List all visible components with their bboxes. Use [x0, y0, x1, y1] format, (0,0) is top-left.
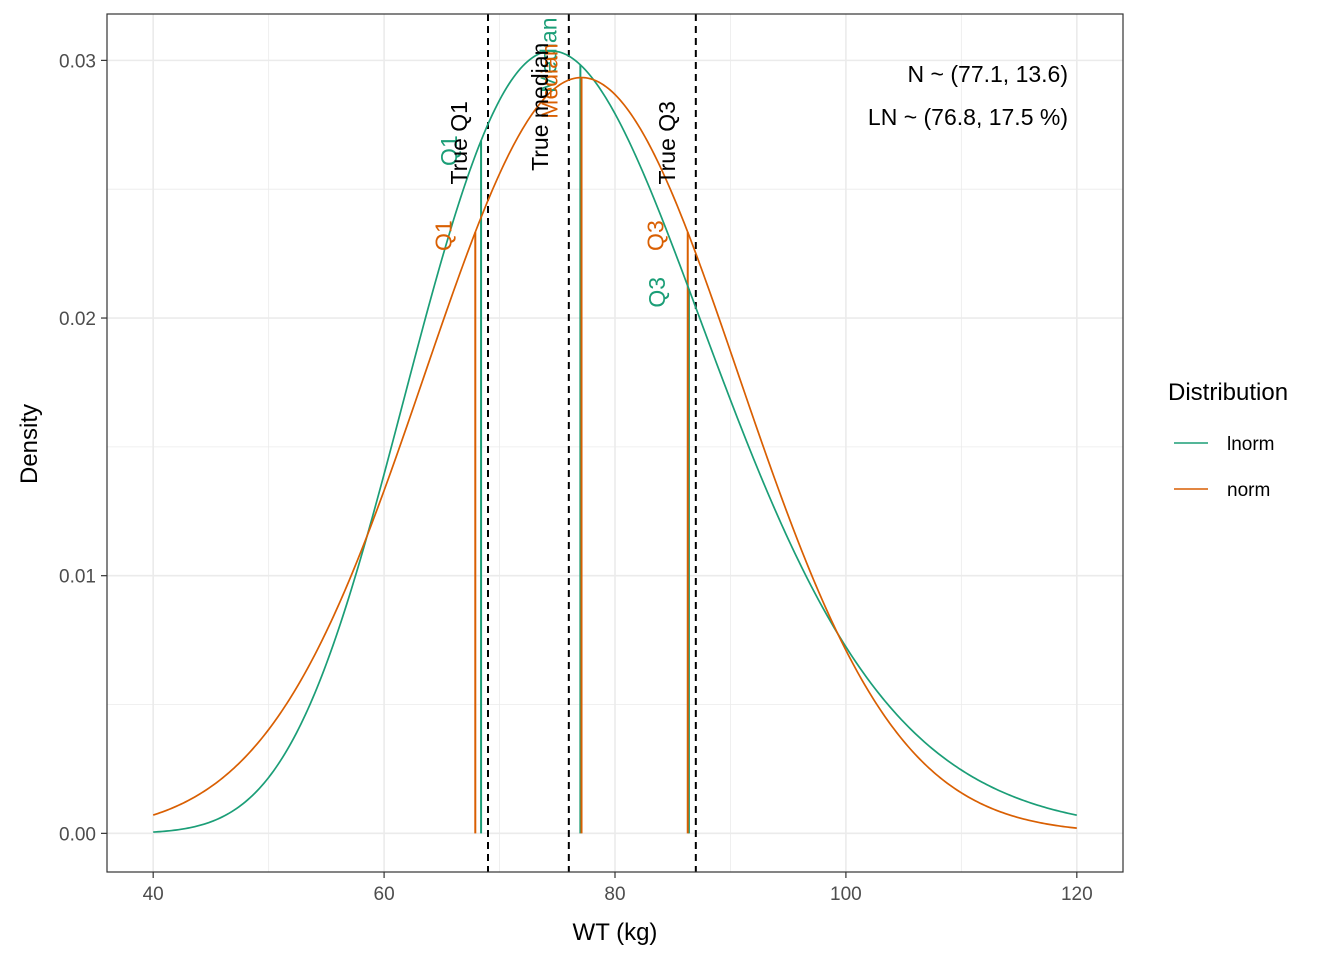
- y-tick-label: 0.03: [59, 51, 96, 72]
- y-tick-label: 0.01: [59, 567, 96, 588]
- legend-label-lnorm: lnorm: [1227, 434, 1275, 455]
- y-axis-title: Density: [16, 404, 43, 484]
- quantile-labels: Q1 Median Q3 Q1 Median Q3: [430, 17, 670, 307]
- quantile-label-norm: Q3: [643, 220, 669, 251]
- quantile-label-lnorm: Q3: [644, 277, 670, 308]
- x-tick-label: 100: [830, 884, 862, 905]
- density-curve-lnorm: [153, 50, 1077, 833]
- quantile-lines: [474, 64, 690, 834]
- x-tick-label: 120: [1061, 884, 1093, 905]
- quantile-label-lnorm: Q1: [436, 135, 462, 166]
- x-tick-label: 60: [374, 884, 395, 905]
- reference-label: True Q3: [654, 101, 680, 185]
- legend: Distribution lnorm norm: [1168, 379, 1288, 501]
- x-axis: 40 60 80 100 120: [143, 872, 1093, 905]
- quantile-label-norm: Q1: [430, 220, 456, 251]
- reference-label: True median: [527, 43, 553, 171]
- x-tick-label: 40: [143, 884, 164, 905]
- density-curve-norm: [152, 76, 1077, 829]
- grid: [107, 14, 1123, 872]
- annotations: N ~ (77.1, 13.6) LN ~ (76.8, 17.5 %): [868, 61, 1068, 130]
- annotation-normal-params: N ~ (77.1, 13.6): [908, 61, 1068, 87]
- annotation-lognormal-params: LN ~ (76.8, 17.5 %): [868, 104, 1068, 130]
- y-tick-label: 0.00: [59, 824, 96, 845]
- reference-label: True Q1: [446, 101, 472, 185]
- legend-title: Distribution: [1168, 379, 1288, 406]
- quantile-label-norm: Median: [537, 43, 563, 118]
- x-axis-title: WT (kg): [573, 919, 658, 946]
- y-axis: 0.00 0.01 0.02 0.03: [59, 51, 107, 845]
- legend-label-norm: norm: [1227, 480, 1270, 501]
- y-tick-label: 0.02: [59, 309, 96, 330]
- reference-lines: [487, 14, 697, 872]
- x-tick-label: 80: [604, 884, 625, 905]
- reference-labels: True Q1 True median True Q3: [446, 43, 680, 185]
- density-curves: [152, 50, 1077, 833]
- quantile-label-lnorm: Median: [535, 17, 561, 92]
